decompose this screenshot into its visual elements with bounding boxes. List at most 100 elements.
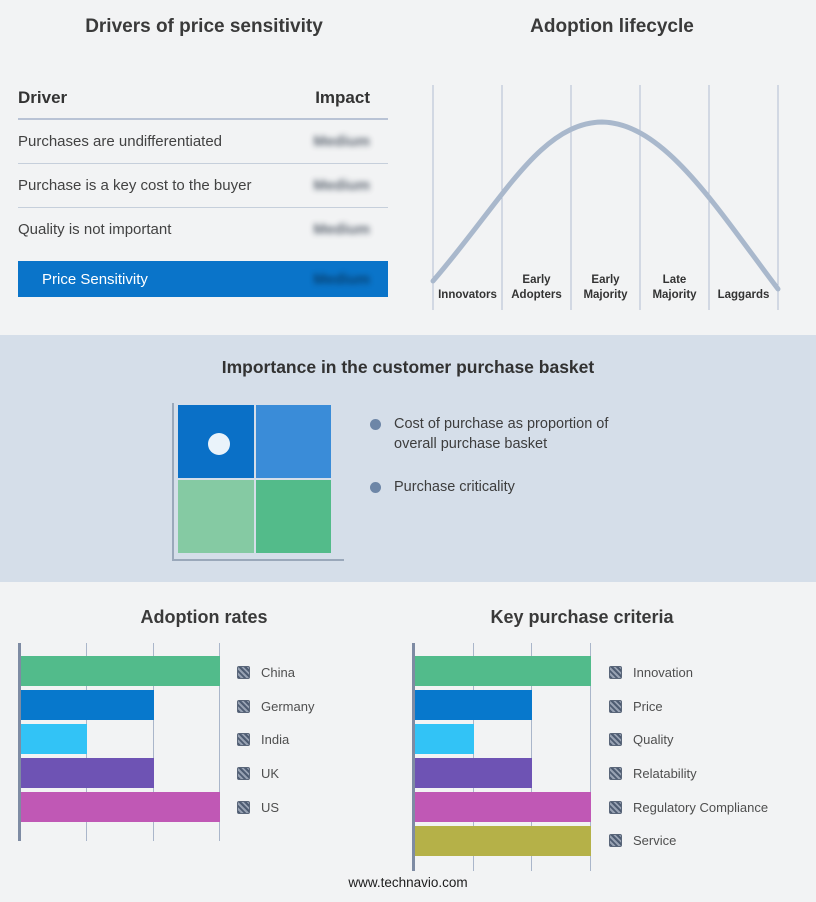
drivers-panel: Drivers of price sensitivity Driver Impa… <box>0 0 408 335</box>
bullet-icon <box>370 419 381 430</box>
legend-item: UK <box>237 757 314 791</box>
lifecycle-stage-labels: Innovators Early Adopters Early Majority… <box>433 251 778 305</box>
bar-quality <box>415 724 474 754</box>
hatched-swatch-icon <box>609 800 622 814</box>
list-item: Purchase criticality <box>370 478 650 498</box>
table-row: Quality is not important Medium <box>18 208 388 251</box>
legend-label: Regulatory Compliance <box>633 799 769 815</box>
legend-label: Service <box>633 833 677 849</box>
gridline <box>219 643 220 841</box>
bar-regulatory-compliance <box>415 792 591 822</box>
legend-item: Relatability <box>609 757 768 791</box>
purchase-basket-title: Importance in the customer purchase bask… <box>221 357 595 377</box>
legend-item: Price <box>609 690 768 724</box>
gridline <box>590 643 591 871</box>
lifecycle-panel: Adoption lifecycle Innovators Early Adop… <box>408 0 816 335</box>
gridline <box>152 643 154 841</box>
hatched-swatch-icon <box>237 767 250 781</box>
impact-cell-redacted: Medium <box>313 177 370 194</box>
hatched-swatch-icon <box>609 834 622 848</box>
price-sensitivity-summary-row: Price Sensitivity Medium <box>18 261 388 297</box>
quadrant-bottom-right <box>255 480 331 553</box>
driver-column-header: Driver <box>18 88 68 107</box>
website-url: www.technavio.com <box>348 875 468 890</box>
table-row: Purchases are undifferentiated Medium <box>18 120 388 164</box>
key-purchase-criteria-title: Key purchase criteria <box>490 607 674 627</box>
bullet-text: Cost of purchase as proportion of overal… <box>394 416 609 452</box>
driver-cell: Purchases are undifferentiated <box>18 133 223 150</box>
quadrant-top-left <box>178 405 254 478</box>
adoption-rates-panel: Adoption rates China Germany India UK US <box>0 582 408 902</box>
purchase-basket-panel: Importance in the customer purchase bask… <box>0 335 816 582</box>
legend-label: US <box>261 799 280 815</box>
legend-item: Regulatory Compliance <box>609 790 768 824</box>
drivers-table: Driver Impact Purchases are undifferenti… <box>18 88 388 297</box>
hatched-swatch-icon <box>237 800 250 814</box>
legend-label: Quality <box>633 732 674 748</box>
impact-cell-redacted: Medium <box>313 221 370 238</box>
bar-relatability <box>415 758 533 788</box>
quadrant-bottom-left <box>178 480 254 553</box>
drivers-panel-title: Drivers of price sensitivity <box>85 16 323 37</box>
lifecycle-title: Adoption lifecycle <box>530 16 694 37</box>
table-row: Purchase is a key cost to the buyer Medi… <box>18 164 388 208</box>
impact-column-header: Impact <box>315 88 370 107</box>
legend-label: China <box>261 665 295 681</box>
legend-label: India <box>261 732 290 748</box>
legend-label: UK <box>261 766 280 782</box>
price-sensitivity-label: Price Sensitivity <box>42 270 148 288</box>
quadrant-x-axis <box>172 559 344 561</box>
bar-us <box>21 792 220 822</box>
bullet-text: Purchase criticality <box>394 479 515 496</box>
adoption-rates-legend: China Germany India UK US <box>237 656 314 824</box>
drivers-table-header: Driver Impact <box>18 88 388 120</box>
driver-cell: Purchase is a key cost to the buyer <box>18 177 252 194</box>
basket-bullet-list: Cost of purchase as proportion of overal… <box>370 415 650 522</box>
key-purchase-criteria-legend: Innovation Price Quality Relatability Re… <box>609 656 768 858</box>
stage-label-early-adopters: Early Adopters <box>511 274 562 302</box>
hatched-swatch-icon <box>237 699 250 713</box>
legend-item: Innovation <box>609 656 768 690</box>
hatched-swatch-icon <box>237 666 250 680</box>
stage-label-laggards: Laggards <box>717 289 770 302</box>
quadrant-chart <box>172 403 344 561</box>
bar-india <box>21 724 88 754</box>
bar-price <box>415 690 533 720</box>
gridline <box>531 643 533 871</box>
legend-item: Germany <box>237 690 314 724</box>
hatched-swatch-icon <box>609 767 622 781</box>
hatched-swatch-icon <box>609 733 622 747</box>
legend-item: Service <box>609 824 768 858</box>
bar-service <box>415 826 591 856</box>
bar-innovation <box>415 656 591 686</box>
legend-label: Relatability <box>633 766 697 782</box>
bar-germany <box>21 690 154 720</box>
adoption-rates-chart <box>18 643 220 841</box>
key-purchase-criteria-chart <box>412 643 591 871</box>
stage-label-early-majority: Early Majority <box>583 274 628 302</box>
quadrant-y-axis <box>172 403 174 561</box>
bullet-icon <box>370 482 381 494</box>
legend-item: India <box>237 723 314 757</box>
adoption-rates-title: Adoption rates <box>140 607 268 627</box>
legend-label: Price <box>633 698 663 714</box>
gridline <box>472 643 474 871</box>
hatched-swatch-icon <box>237 733 250 747</box>
quadrant-top-right <box>255 405 331 478</box>
legend-item: China <box>237 656 314 690</box>
hatched-swatch-icon <box>609 666 622 680</box>
key-purchase-criteria-panel: Key purchase criteria Innovation Price Q… <box>408 582 816 902</box>
legend-label: Innovation <box>633 665 693 681</box>
legend-label: Germany <box>261 698 315 714</box>
bar-china <box>21 656 220 686</box>
adoption-curve <box>430 119 781 292</box>
list-item: Cost of purchase as proportion of overal… <box>370 415 650 454</box>
legend-item: US <box>237 790 314 824</box>
hatched-swatch-icon <box>609 699 622 713</box>
bar-group <box>21 656 220 826</box>
legend-item: Quality <box>609 723 768 757</box>
impact-cell-redacted: Medium <box>313 133 370 150</box>
bar-group <box>415 656 591 860</box>
bar-uk <box>21 758 154 788</box>
